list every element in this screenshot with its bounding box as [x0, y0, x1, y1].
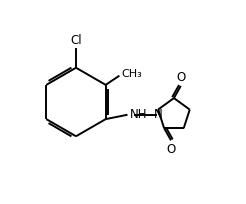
Text: Cl: Cl [70, 34, 82, 47]
Text: NH: NH [130, 108, 147, 121]
Text: O: O [167, 143, 176, 156]
Text: N: N [154, 108, 163, 121]
Text: CH₃: CH₃ [121, 70, 142, 80]
Text: O: O [177, 71, 186, 84]
